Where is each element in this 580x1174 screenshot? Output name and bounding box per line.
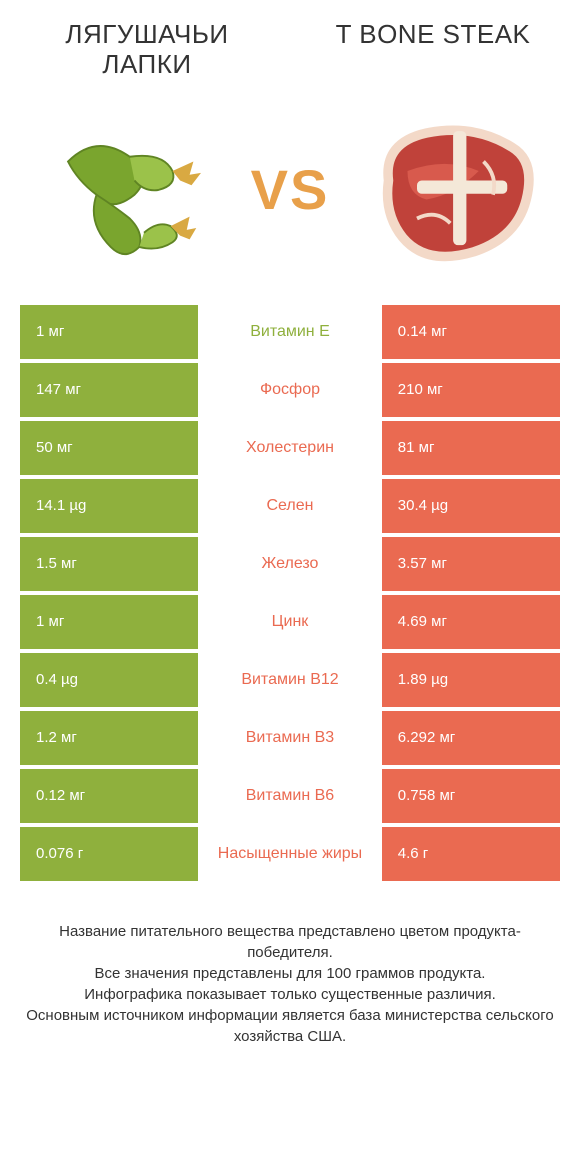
table-row: 1 мгЦинк4.69 мг (20, 595, 560, 649)
left-value: 1.5 мг (20, 537, 198, 591)
right-value: 0.758 мг (382, 769, 560, 823)
right-value: 3.57 мг (382, 537, 560, 591)
right-value: 1.89 µg (382, 653, 560, 707)
left-value: 0.076 г (20, 827, 198, 881)
nutrient-label: Фосфор (198, 363, 382, 417)
right-value: 81 мг (382, 421, 560, 475)
footer-line: Название питательного вещества представл… (26, 921, 554, 963)
table-row: 1.5 мгЖелезо3.57 мг (20, 537, 560, 591)
right-value: 6.292 мг (382, 711, 560, 765)
nutrient-label: Витамин B6 (198, 769, 382, 823)
left-value: 50 мг (20, 421, 198, 475)
left-value: 1.2 мг (20, 711, 198, 765)
table-row: 0.4 µgВитамин B121.89 µg (20, 653, 560, 707)
nutrient-label: Витамин B3 (198, 711, 382, 765)
table-row: 1 мгВитамин E0.14 мг (20, 305, 560, 359)
left-value: 14.1 µg (20, 479, 198, 533)
footer-line: Все значения представлены для 100 граммо… (26, 963, 554, 984)
nutrient-label: Насыщенные жиры (198, 827, 382, 881)
left-product-title: ЛЯГУШАЧЬИ ЛАПКИ (30, 20, 264, 80)
nutrient-label: Холестерин (198, 421, 382, 475)
left-value: 147 мг (20, 363, 198, 417)
nutrient-label: Витамин E (198, 305, 382, 359)
footer-line: Инфографика показывает только существенн… (26, 984, 554, 1005)
left-value: 0.12 мг (20, 769, 198, 823)
left-value: 1 мг (20, 595, 198, 649)
table-row: 50 мгХолестерин81 мг (20, 421, 560, 475)
left-product-image (30, 100, 220, 280)
right-value: 30.4 µg (382, 479, 560, 533)
nutrient-label: Селен (198, 479, 382, 533)
footer-notes: Название питательного вещества представл… (20, 921, 560, 1047)
right-product-title: T BONE STEAK (316, 20, 550, 50)
table-row: 0.12 мгВитамин B60.758 мг (20, 769, 560, 823)
nutrient-table: 1 мгВитамин E0.14 мг147 мгФосфор210 мг50… (20, 305, 560, 881)
product-images-row: VS (20, 100, 560, 305)
table-row: 1.2 мгВитамин B36.292 мг (20, 711, 560, 765)
right-value: 4.69 мг (382, 595, 560, 649)
table-row: 14.1 µgСелен30.4 µg (20, 479, 560, 533)
footer-line: Основным источником информации является … (26, 1005, 554, 1047)
left-value: 0.4 µg (20, 653, 198, 707)
right-product-image (360, 100, 550, 280)
right-value: 4.6 г (382, 827, 560, 881)
nutrient-label: Цинк (198, 595, 382, 649)
left-value: 1 мг (20, 305, 198, 359)
table-row: 0.076 гНасыщенные жиры4.6 г (20, 827, 560, 881)
nutrient-label: Железо (198, 537, 382, 591)
vs-label: VS (251, 157, 330, 222)
table-row: 147 мгФосфор210 мг (20, 363, 560, 417)
right-value: 210 мг (382, 363, 560, 417)
nutrient-label: Витамин B12 (198, 653, 382, 707)
right-value: 0.14 мг (382, 305, 560, 359)
